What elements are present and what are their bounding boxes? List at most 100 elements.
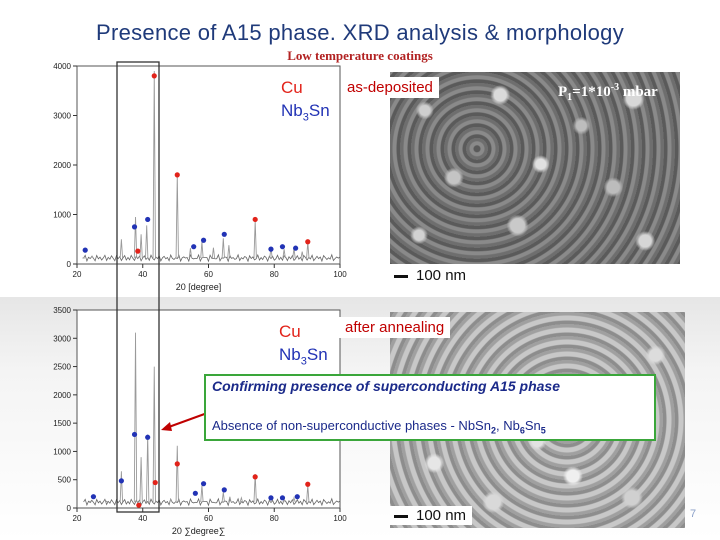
diffraction-peak xyxy=(239,496,244,503)
slide-title: Presence of A15 phase. XRD analysis & mo… xyxy=(95,20,624,45)
diffraction-peak xyxy=(90,255,94,259)
cu-marker xyxy=(252,216,258,223)
y-tick-label: 500 xyxy=(58,476,72,485)
sem-image-as-deposited xyxy=(390,72,680,264)
legend-nb3sn-bottom: Nb3Sn xyxy=(279,345,328,368)
y-tick-label: 3000 xyxy=(53,334,71,343)
cu-marker xyxy=(135,248,141,254)
cu-marker xyxy=(174,172,180,178)
cu-marker xyxy=(152,479,158,486)
x-tick-label: 80 xyxy=(270,514,279,523)
cu-marker xyxy=(136,502,142,508)
x-tick-label: 80 xyxy=(270,270,279,279)
nb3sn-marker xyxy=(293,245,299,251)
nb3sn-marker xyxy=(82,247,88,253)
legend-cu-bottom: Cu xyxy=(279,322,301,341)
legend-cu-top: Cu xyxy=(281,78,303,97)
x-tick-label: 100 xyxy=(333,514,347,523)
cu-marker xyxy=(151,73,157,79)
label-after-annealing: after annealing xyxy=(339,317,451,338)
nb3sn-marker xyxy=(191,244,197,250)
diffraction-peak xyxy=(119,239,124,259)
diffraction-peak xyxy=(292,496,296,503)
conclusion-line-1: Confirming presence of superconducting A… xyxy=(212,378,560,394)
x-tick-label: 100 xyxy=(333,270,347,279)
nb3sn-marker xyxy=(279,244,286,250)
y-tick-label: 1000 xyxy=(53,447,71,456)
diffraction-peak xyxy=(300,251,304,259)
cu-marker xyxy=(305,239,311,245)
diffraction-peak xyxy=(145,225,149,259)
diffraction-peak xyxy=(88,500,92,503)
nb3sn-marker xyxy=(131,431,138,438)
nb3sn-marker xyxy=(118,478,124,484)
baseline-trace xyxy=(83,497,341,507)
nb3sn-marker xyxy=(268,246,274,252)
nb3sn-marker xyxy=(131,224,138,230)
plot-area xyxy=(76,65,341,265)
cu-marker xyxy=(252,474,258,480)
peak-highlight-frame xyxy=(116,61,160,513)
nb3sn-marker xyxy=(145,216,151,223)
arrow-line xyxy=(165,411,211,429)
label-as-deposited: as-deposited xyxy=(341,77,439,98)
page-number: 7 xyxy=(690,508,697,520)
x-tick-label: 20 xyxy=(73,270,82,279)
diffraction-peak xyxy=(105,500,109,503)
diffraction-peak xyxy=(175,445,179,503)
diffraction-peak xyxy=(282,249,286,259)
y-tick-label: 2000 xyxy=(53,161,71,170)
diffraction-peak xyxy=(119,471,124,503)
x-tick-label: 60 xyxy=(204,514,213,523)
nb3sn-marker xyxy=(221,487,227,493)
baseline-trace xyxy=(83,253,341,263)
cu-marker xyxy=(305,481,311,487)
nb3sn-marker xyxy=(268,495,274,501)
scale-bar-top: 100 nm xyxy=(390,266,473,285)
x-tick-label: 40 xyxy=(138,270,147,279)
conclusion-line-2: Absence of non-superconductive phases - … xyxy=(212,418,546,436)
y-tick-label: 4000 xyxy=(53,62,71,71)
nb3sn-marker xyxy=(221,231,227,237)
x-axis-label: 20 ∑degree∑ xyxy=(172,526,225,536)
scale-bar-bottom: 100 nm xyxy=(390,506,473,525)
nb3sn-marker xyxy=(200,481,207,487)
y-tick-label: 0 xyxy=(67,260,72,269)
diffraction-peak xyxy=(169,498,173,503)
y-tick-label: 3000 xyxy=(53,112,71,121)
y-tick-label: 3500 xyxy=(53,306,71,315)
x-tick-label: 60 xyxy=(204,270,213,279)
nb3sn-marker xyxy=(90,494,97,500)
y-tick-label: 1500 xyxy=(53,419,71,428)
diffraction-peak xyxy=(188,248,193,259)
diffraction-peak xyxy=(227,245,231,259)
nb3sn-marker xyxy=(279,495,286,501)
diffraction-peak xyxy=(228,496,232,503)
diffraction-peak xyxy=(152,70,156,259)
nb3sn-marker xyxy=(192,490,198,496)
y-tick-label: 1000 xyxy=(53,211,71,220)
x-axis-label: 20 [degree] xyxy=(176,282,222,292)
x-tick-label: 40 xyxy=(138,514,147,523)
legend-nb3sn-top: Nb3Sn xyxy=(281,101,330,124)
pressure-label: P1=1*10-3 mbar xyxy=(558,82,658,103)
conclusion-box: Confirming presence of superconducting A… xyxy=(204,374,656,441)
y-tick-label: 2000 xyxy=(53,391,71,400)
diffraction-peak xyxy=(133,216,138,259)
diffraction-peak xyxy=(221,238,225,259)
diffraction-peak xyxy=(139,457,143,503)
nb3sn-marker xyxy=(200,237,207,243)
diffraction-peak xyxy=(152,366,156,503)
y-tick-label: 2500 xyxy=(53,363,71,372)
y-tick-label: 0 xyxy=(67,504,72,513)
diffraction-peak xyxy=(139,234,143,259)
x-tick-label: 20 xyxy=(73,514,82,523)
slide-subtitle: Low temperature coatings xyxy=(287,48,433,63)
diffraction-peak xyxy=(146,434,150,503)
nb3sn-marker xyxy=(294,494,300,500)
diffraction-peak xyxy=(253,474,257,503)
cu-marker xyxy=(174,461,180,467)
diffraction-peak xyxy=(133,332,138,503)
arrow-head xyxy=(161,422,172,431)
